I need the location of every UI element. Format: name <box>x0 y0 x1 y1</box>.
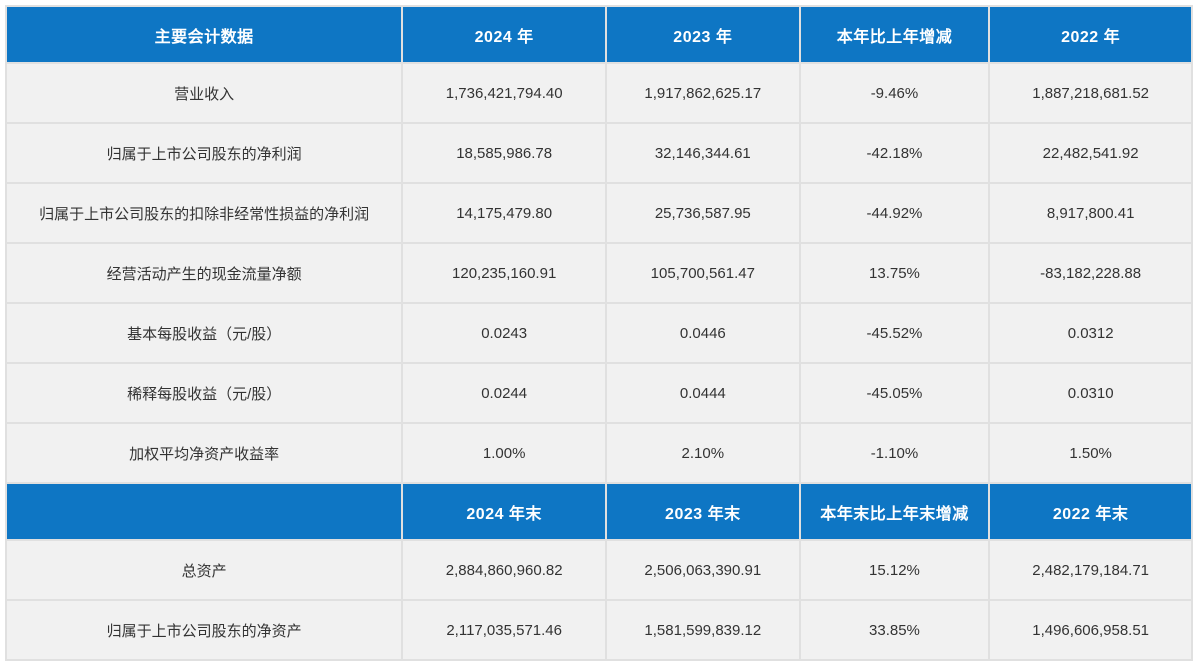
header-2023-year-end: 2023 年末 <box>607 484 799 539</box>
header-2023: 2023 年 <box>607 7 799 62</box>
value-2023: 1,917,862,625.17 <box>607 64 799 122</box>
row-diluted-eps: 稀释每股收益（元/股） 0.0244 0.0444 -45.05% 0.0310 <box>7 364 1191 422</box>
row-net-profit-attributable: 归属于上市公司股东的净利润 18,585,986.78 32,146,344.6… <box>7 124 1191 182</box>
value-2023-year-end: 2,506,063,390.91 <box>607 541 799 599</box>
value-yoy-change: -1.10% <box>800 424 989 482</box>
value-yoy-change: 13.75% <box>800 244 989 302</box>
row-operating-cash-flow: 经营活动产生的现金流量净额 120,235,160.91 105,700,561… <box>7 244 1191 302</box>
value-2024: 120,235,160.91 <box>403 244 605 302</box>
value-2022: 0.0312 <box>990 304 1191 362</box>
value-2022: -83,182,228.88 <box>990 244 1191 302</box>
row-operating-revenue: 营业收入 1,736,421,794.40 1,917,862,625.17 -… <box>7 64 1191 122</box>
value-2023-year-end: 1,581,599,839.12 <box>607 601 799 659</box>
value-2024: 14,175,479.80 <box>403 184 605 242</box>
value-2023: 2.10% <box>607 424 799 482</box>
row-net-profit-deducting-non-recurring: 归属于上市公司股东的扣除非经常性损益的净利润 14,175,479.80 25,… <box>7 184 1191 242</box>
value-2024-year-end: 2,117,035,571.46 <box>403 601 605 659</box>
metric-label: 经营活动产生的现金流量净额 <box>7 244 402 302</box>
header-year-end-change: 本年末比上年末增减 <box>800 484 989 539</box>
value-year-end-change: 33.85% <box>800 601 989 659</box>
header-2022: 2022 年 <box>990 7 1191 62</box>
value-2024: 1.00% <box>403 424 605 482</box>
value-2022: 1.50% <box>990 424 1191 482</box>
header-2024: 2024 年 <box>403 7 605 62</box>
header-main-accounting-data: 主要会计数据 <box>7 7 402 62</box>
value-2022: 8,917,800.41 <box>990 184 1191 242</box>
value-yoy-change: -45.52% <box>800 304 989 362</box>
value-2024-year-end: 2,884,860,960.82 <box>403 541 605 599</box>
value-2023: 32,146,344.61 <box>607 124 799 182</box>
value-2023: 0.0446 <box>607 304 799 362</box>
value-2022: 0.0310 <box>990 364 1191 422</box>
metric-label: 总资产 <box>7 541 402 599</box>
metric-label: 营业收入 <box>7 64 402 122</box>
value-2022-year-end: 1,496,606,958.51 <box>990 601 1191 659</box>
metric-label: 加权平均净资产收益率 <box>7 424 402 482</box>
metric-label: 基本每股收益（元/股） <box>7 304 402 362</box>
header-row-year-end: 2024 年末 2023 年末 本年末比上年末增减 2022 年末 <box>7 484 1191 539</box>
value-yoy-change: -9.46% <box>800 64 989 122</box>
value-yoy-change: -45.05% <box>800 364 989 422</box>
metric-label: 稀释每股收益（元/股） <box>7 364 402 422</box>
row-basic-eps: 基本每股收益（元/股） 0.0243 0.0446 -45.52% 0.0312 <box>7 304 1191 362</box>
metric-label: 归属于上市公司股东的扣除非经常性损益的净利润 <box>7 184 402 242</box>
financial-summary-table: 主要会计数据 2024 年 2023 年 本年比上年增减 2022 年 营业收入… <box>5 5 1193 661</box>
value-yoy-change: -44.92% <box>800 184 989 242</box>
value-year-end-change: 15.12% <box>800 541 989 599</box>
value-2022: 22,482,541.92 <box>990 124 1191 182</box>
value-2023: 0.0444 <box>607 364 799 422</box>
value-2022-year-end: 2,482,179,184.71 <box>990 541 1191 599</box>
row-weighted-avg-roe: 加权平均净资产收益率 1.00% 2.10% -1.10% 1.50% <box>7 424 1191 482</box>
value-2024: 0.0244 <box>403 364 605 422</box>
row-total-assets: 总资产 2,884,860,960.82 2,506,063,390.91 15… <box>7 541 1191 599</box>
header-row-annual: 主要会计数据 2024 年 2023 年 本年比上年增减 2022 年 <box>7 7 1191 62</box>
header-2024-year-end: 2024 年末 <box>403 484 605 539</box>
header-2022-year-end: 2022 年末 <box>990 484 1191 539</box>
value-2024: 0.0243 <box>403 304 605 362</box>
header-blank <box>7 484 402 539</box>
value-2023: 25,736,587.95 <box>607 184 799 242</box>
header-yoy-change: 本年比上年增减 <box>800 7 989 62</box>
value-2023: 105,700,561.47 <box>607 244 799 302</box>
value-yoy-change: -42.18% <box>800 124 989 182</box>
value-2024: 18,585,986.78 <box>403 124 605 182</box>
metric-label: 归属于上市公司股东的净利润 <box>7 124 402 182</box>
row-net-assets-attributable: 归属于上市公司股东的净资产 2,117,035,571.46 1,581,599… <box>7 601 1191 659</box>
metric-label: 归属于上市公司股东的净资产 <box>7 601 402 659</box>
value-2024: 1,736,421,794.40 <box>403 64 605 122</box>
value-2022: 1,887,218,681.52 <box>990 64 1191 122</box>
